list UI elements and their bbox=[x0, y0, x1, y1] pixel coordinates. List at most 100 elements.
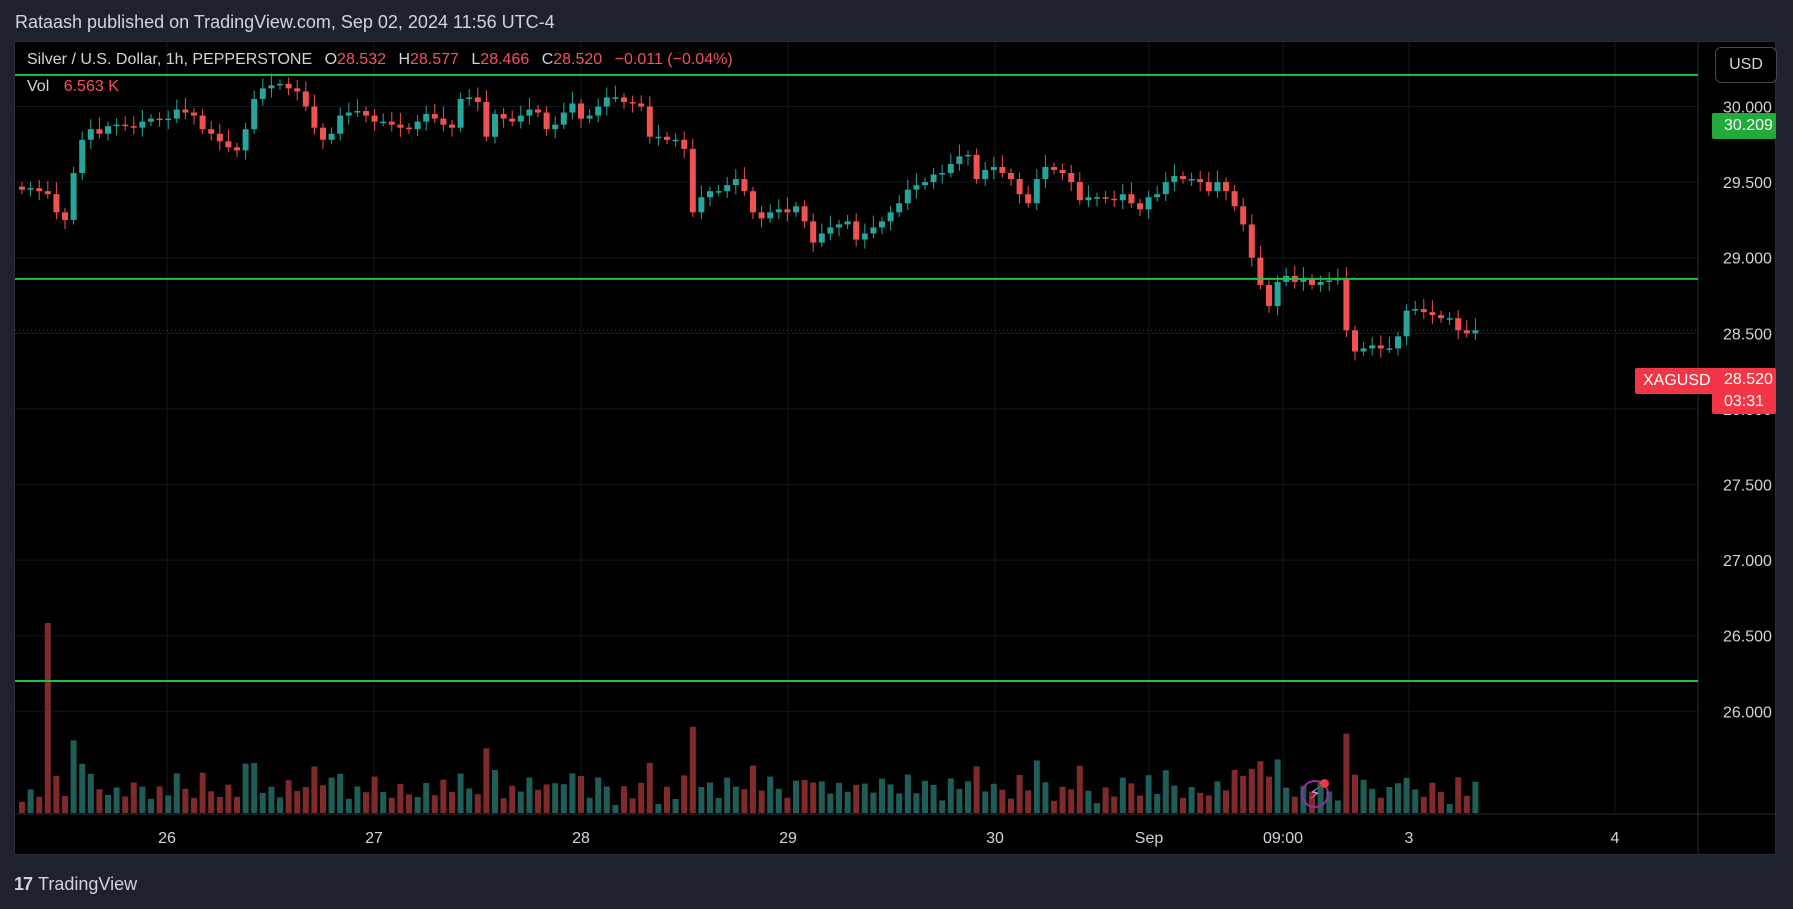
ohlc-legend: Silver / U.S. Dollar, 1h, PEPPERSTONE O2… bbox=[27, 51, 733, 69]
change-value: −0.011 (−0.04%) bbox=[614, 51, 733, 68]
horizontal-levels bbox=[15, 73, 1698, 683]
candle-body bbox=[406, 127, 412, 130]
volume-bar bbox=[320, 785, 326, 813]
volume-bar bbox=[1171, 785, 1178, 813]
candle-body bbox=[1025, 194, 1032, 204]
candle-body bbox=[36, 188, 43, 192]
volume-bar bbox=[844, 791, 851, 813]
ticker-tag: XAGUSD bbox=[1635, 368, 1719, 394]
volume-bar bbox=[148, 798, 154, 813]
volume-bar bbox=[1463, 795, 1470, 813]
candle-body bbox=[371, 115, 378, 122]
candle-body bbox=[586, 115, 593, 119]
footer-brand[interactable]: 17 TradingView bbox=[14, 874, 137, 895]
candle-body bbox=[328, 133, 335, 140]
volume-bar bbox=[139, 786, 146, 813]
candle-body bbox=[1446, 318, 1453, 320]
candle-body bbox=[1094, 197, 1100, 199]
volume-bar bbox=[758, 790, 765, 813]
volume-bar bbox=[96, 789, 103, 813]
volume-bar bbox=[603, 786, 610, 813]
volume-bar bbox=[707, 782, 713, 813]
chart-canvas[interactable]: 30.00029.50029.00028.50028.00027.50027.0… bbox=[15, 42, 1775, 854]
volume-bar bbox=[1257, 761, 1264, 813]
volume-bar bbox=[259, 792, 266, 813]
candle-body bbox=[277, 83, 283, 86]
volume-bar bbox=[836, 782, 842, 813]
volume-bar bbox=[1111, 796, 1118, 813]
candle-body bbox=[440, 118, 447, 125]
candle-body bbox=[535, 109, 541, 113]
volume-bar bbox=[1008, 798, 1014, 813]
candle-body bbox=[1128, 194, 1135, 204]
volume-bar bbox=[36, 796, 43, 813]
volume-bar bbox=[371, 776, 378, 813]
candle-body bbox=[130, 126, 137, 128]
volume-bar bbox=[87, 773, 94, 813]
candle-body bbox=[363, 111, 369, 116]
volume-bar bbox=[1180, 797, 1186, 813]
open-value: 28.532 bbox=[337, 51, 386, 68]
volume-bar bbox=[517, 791, 524, 813]
volume-bar bbox=[586, 797, 593, 813]
price-tick-label: 26.000 bbox=[1723, 704, 1772, 721]
candle-body bbox=[156, 118, 163, 121]
volume-bar bbox=[526, 777, 533, 813]
candle-body bbox=[560, 112, 567, 125]
published-header: Rataash published on TradingView.com, Se… bbox=[15, 12, 555, 32]
candle-body bbox=[1016, 179, 1023, 195]
candle-body bbox=[216, 133, 223, 142]
candle-body bbox=[500, 114, 507, 119]
volume-bar bbox=[698, 787, 705, 813]
candle-body bbox=[1274, 281, 1281, 307]
volume-bar bbox=[543, 784, 550, 813]
candle-body bbox=[552, 124, 559, 130]
candle-body bbox=[320, 127, 326, 140]
currency-button[interactable]: USD bbox=[1715, 47, 1777, 83]
price-tick-label: 30.000 bbox=[1723, 100, 1772, 117]
candle-body bbox=[1463, 330, 1470, 334]
volume-bar bbox=[681, 775, 688, 813]
volume-bar bbox=[328, 777, 335, 813]
candle-body bbox=[1111, 198, 1118, 201]
candle-body bbox=[569, 103, 576, 113]
volume-bar bbox=[1377, 797, 1384, 813]
volume-bar bbox=[879, 778, 885, 813]
symbol-title[interactable]: Silver / U.S. Dollar, 1h, PEPPERSTONE bbox=[27, 51, 313, 68]
volume-bar bbox=[1231, 770, 1238, 813]
candle-body bbox=[1171, 176, 1178, 183]
volume-bar bbox=[896, 793, 903, 813]
candle-body bbox=[1205, 182, 1212, 192]
volume-bar bbox=[1420, 796, 1427, 813]
price-tick-label: 28.500 bbox=[1723, 326, 1772, 343]
candle-body bbox=[621, 97, 627, 102]
tradingview-logo-icon: 17 bbox=[14, 874, 33, 894]
lightning-icon[interactable]: ⚡ bbox=[1301, 780, 1329, 808]
candle-body bbox=[208, 129, 215, 134]
candle-body bbox=[397, 124, 404, 128]
volume-bar bbox=[354, 786, 361, 813]
volume-bar bbox=[535, 789, 541, 813]
chart-panel[interactable]: 30.00029.50029.00028.50028.00027.50027.0… bbox=[14, 41, 1777, 855]
time-tick-label: Sep bbox=[1135, 830, 1164, 847]
candle-body bbox=[1343, 278, 1350, 331]
candle-body bbox=[225, 141, 232, 148]
volume-bar bbox=[750, 765, 756, 813]
volume-bar bbox=[191, 797, 197, 813]
volume-bar bbox=[664, 786, 670, 813]
candle-body bbox=[1403, 310, 1410, 337]
candle-body bbox=[165, 118, 172, 121]
volume-bar bbox=[1162, 770, 1169, 813]
volume-bar bbox=[397, 783, 404, 813]
time-tick-label: 26 bbox=[158, 830, 176, 847]
volume-bar bbox=[715, 798, 722, 813]
volume-bar bbox=[216, 797, 223, 813]
volume-bar bbox=[1076, 765, 1083, 813]
candle-body bbox=[285, 83, 292, 89]
volume-bar bbox=[1455, 777, 1462, 813]
volume-bar bbox=[19, 801, 25, 813]
volume-bar bbox=[311, 766, 318, 813]
volume-bar bbox=[53, 775, 60, 813]
candle-body bbox=[1162, 182, 1169, 195]
candle-body bbox=[337, 115, 344, 134]
